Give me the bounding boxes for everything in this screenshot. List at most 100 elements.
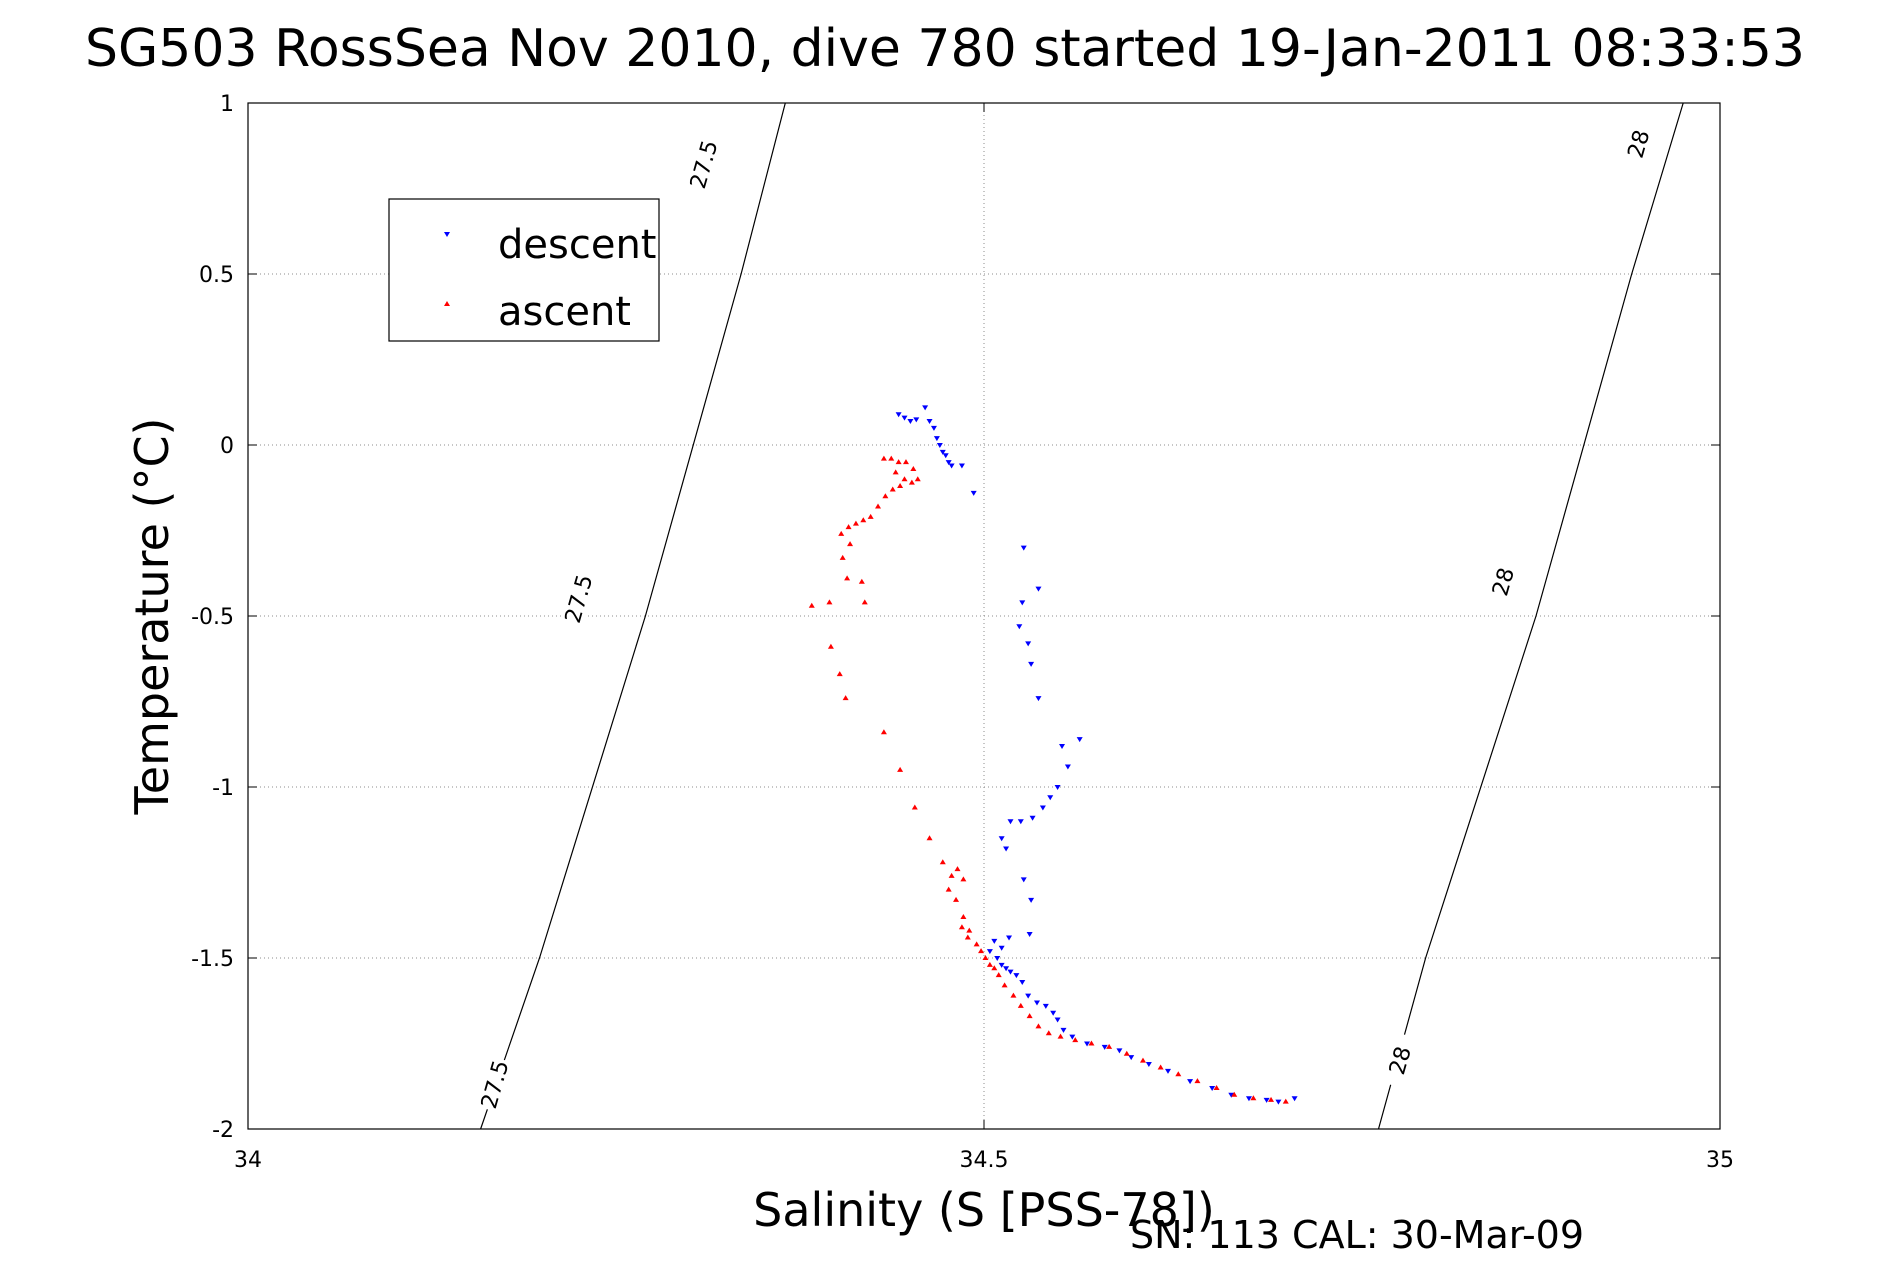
descent-point (998, 962, 1005, 968)
descent-point (1084, 1041, 1091, 1047)
ascent-point (808, 602, 815, 608)
ascent-point (939, 859, 946, 865)
descent-point (913, 417, 920, 423)
descent-point (1059, 743, 1066, 749)
ascent-point (1088, 1040, 1095, 1046)
descent-point (1025, 641, 1032, 647)
y-tick-label: -2 (212, 1118, 234, 1143)
descent-point (1165, 1068, 1171, 1074)
descent-point (939, 449, 946, 455)
contour-label-background (1620, 115, 1658, 173)
descent-point (895, 412, 902, 418)
legend-descent: descent (444, 222, 656, 268)
y-tick-label: -1 (212, 776, 234, 801)
descent-point (1145, 1062, 1152, 1068)
legend-descent-label: descent (498, 222, 656, 268)
descent-point (1064, 764, 1071, 770)
legend: descent ascent (388, 198, 660, 342)
contour-label-background (560, 570, 598, 628)
ascent-point (827, 643, 834, 649)
y-tick-label: -0.5 (191, 605, 234, 630)
descent-point (998, 836, 1005, 842)
descent-point (1035, 696, 1042, 702)
descent-point (991, 938, 998, 944)
ascent-point (1194, 1078, 1201, 1084)
descent-point (1042, 1003, 1049, 1009)
ascent-point (960, 876, 967, 882)
descent-point (933, 436, 940, 442)
contour-label-background (1381, 1032, 1420, 1089)
ascent-point (908, 479, 915, 485)
descent-point (1187, 1079, 1194, 1085)
ascent-point (1123, 1050, 1130, 1056)
ascent-point (973, 941, 980, 947)
ascent-point (1001, 982, 1008, 988)
descent-point (1028, 661, 1035, 667)
legend-box (388, 198, 660, 342)
legend-ascent-label: ascent (498, 289, 631, 335)
descent-point (1060, 1027, 1067, 1033)
y-axis-label: Temperature (°C) (125, 417, 179, 815)
descent-point (1016, 624, 1023, 630)
density-contours (480, 102, 1684, 1130)
ascent-point (836, 671, 843, 677)
descent-point (1101, 1044, 1108, 1050)
descent-point (1245, 1096, 1252, 1102)
ascent-point (860, 517, 867, 523)
descent-point (1263, 1097, 1270, 1103)
ascent-point (875, 503, 882, 509)
density-contour-line (1377, 102, 1684, 1130)
descent-point (1033, 1000, 1040, 1006)
descent-point (1047, 795, 1054, 801)
ascent-point (1213, 1084, 1220, 1090)
descent-point (1007, 969, 1014, 975)
descent-point (1050, 1010, 1057, 1016)
ascent-point (895, 459, 902, 465)
descent-point (1029, 815, 1036, 821)
ascent-point (1057, 1033, 1064, 1039)
descent-point (994, 956, 1001, 961)
ascent-point (953, 896, 960, 902)
ascent-point (858, 578, 865, 584)
ascent-point (902, 459, 909, 465)
ascent-point (964, 934, 971, 940)
ascent-point (867, 513, 874, 519)
ascent-point (945, 886, 952, 892)
ascent-point (966, 927, 973, 933)
ascent-point (1010, 992, 1017, 998)
descent-point (922, 405, 929, 411)
serial-calibration-note: SN: 113 CAL: 30-Mar-09 (1130, 1213, 1584, 1257)
descent-point (1020, 877, 1027, 883)
descent-point (1020, 545, 1027, 551)
ascent-point (1017, 1002, 1024, 1008)
ascent-point (910, 465, 917, 471)
descent-point (1019, 979, 1026, 985)
descent-point (1039, 805, 1046, 811)
ascent-point (958, 924, 965, 930)
descent-point (1291, 1096, 1298, 1102)
descent-point (1003, 846, 1010, 852)
descent-point (1035, 586, 1042, 592)
descent-point (970, 490, 977, 496)
density-contour-line (480, 102, 786, 1130)
ascent-point (1072, 1037, 1079, 1043)
descent-point (1076, 737, 1083, 743)
ascent-point (882, 493, 889, 499)
data-points (808, 405, 1298, 1105)
ascent-point (960, 913, 967, 919)
y-tick-label: 1 (220, 92, 234, 117)
descent-point (945, 460, 952, 466)
descent-point (942, 453, 949, 459)
ascent-point (1026, 1013, 1033, 1019)
chart-title: SG503 RossSea Nov 2010, dive 780 started… (85, 19, 1805, 79)
y-tick-label: 0.5 (199, 263, 234, 288)
ascent-point (978, 948, 985, 954)
ascent-point (926, 835, 933, 841)
ascent-point (852, 520, 859, 526)
y-tick-label: 0 (220, 434, 234, 459)
descent-point (1017, 819, 1024, 825)
descent-point (948, 463, 955, 469)
ascent-point (842, 695, 849, 701)
ascent-point (1231, 1091, 1238, 1097)
contour-label-background (1484, 553, 1523, 611)
